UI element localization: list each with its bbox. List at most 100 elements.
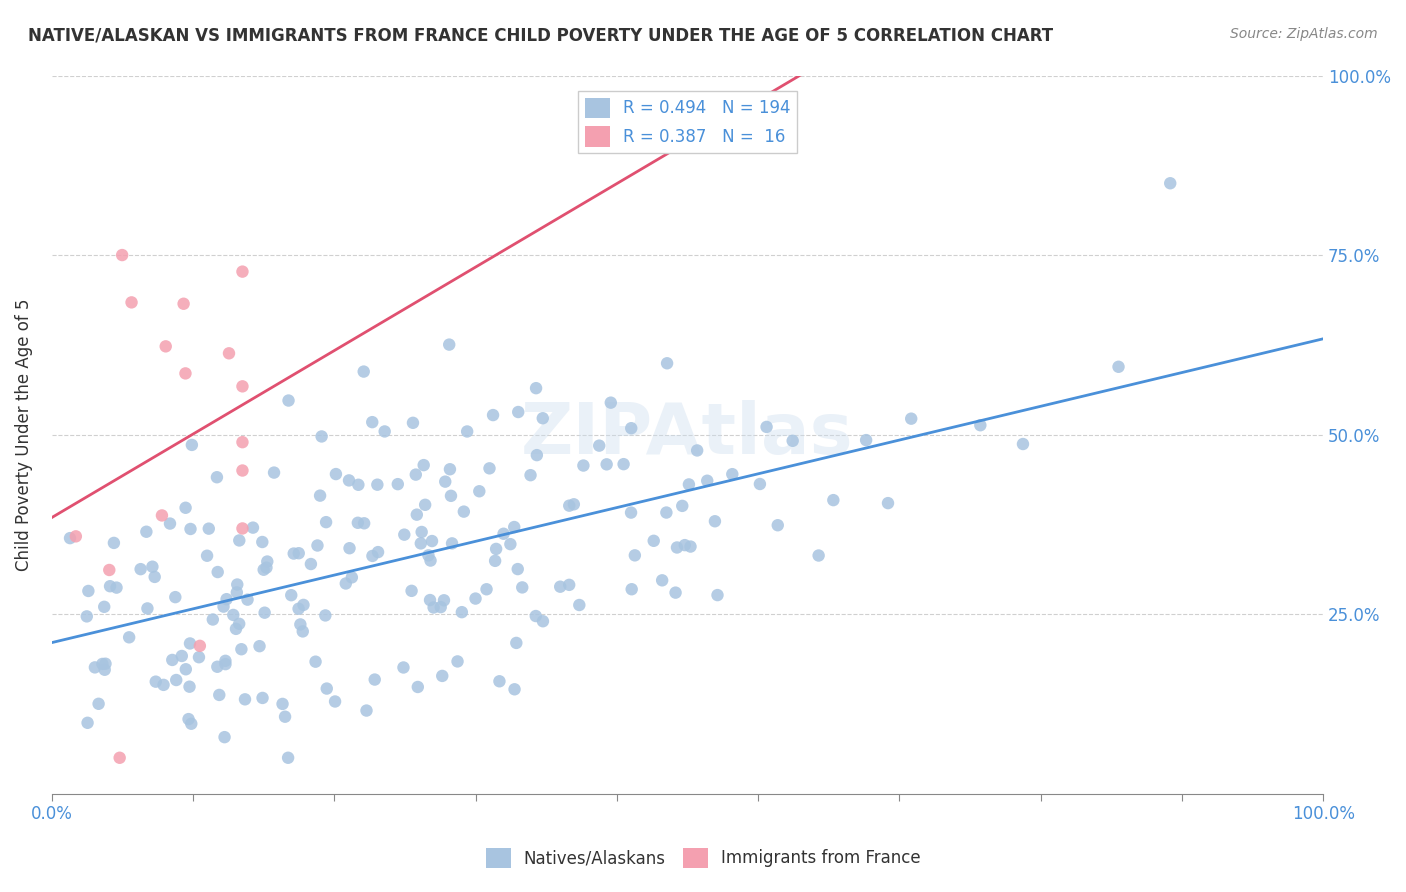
Point [503, 520, 526, 534]
Point [141, 559, 163, 574]
Point [76, 609, 98, 624]
Point [179, 680, 201, 694]
Point [347, 516, 370, 530]
Point [236, 592, 259, 607]
Point [76, 715, 98, 730]
Point [150, 508, 173, 523]
Point [263, 466, 285, 480]
Point [478, 461, 501, 475]
Point [311, 429, 333, 443]
Text: ZIPAtlas: ZIPAtlas [522, 401, 853, 469]
Point [413, 498, 436, 512]
Point [558, 499, 581, 513]
Point [664, 585, 686, 599]
Point [877, 496, 900, 510]
Point [207, 565, 229, 579]
Point [228, 616, 250, 631]
Legend: Natives/Alaskans, Immigrants from France: Natives/Alaskans, Immigrants from France [479, 841, 927, 875]
Point [188, 639, 211, 653]
Point [108, 751, 131, 765]
Point [419, 553, 441, 567]
Point [353, 516, 375, 531]
Point [174, 500, 197, 515]
Point [136, 601, 159, 615]
Point [748, 477, 770, 491]
Point [253, 563, 276, 577]
Point [367, 545, 389, 559]
Point [655, 356, 678, 370]
Point [249, 639, 271, 653]
Point [325, 467, 347, 481]
Point [212, 599, 235, 614]
Point [420, 534, 443, 549]
Point [485, 541, 508, 556]
Point [374, 425, 396, 439]
Point [231, 264, 253, 278]
Point [252, 535, 274, 549]
Point [361, 415, 384, 429]
Point [77, 584, 100, 599]
Point [429, 600, 451, 615]
Point [314, 608, 336, 623]
Point [225, 622, 247, 636]
Point [446, 655, 468, 669]
Point [177, 712, 200, 726]
Point [111, 248, 134, 262]
Point [364, 673, 387, 687]
Point [900, 411, 922, 425]
Point [671, 499, 693, 513]
Point [162, 653, 184, 667]
Point [231, 521, 253, 535]
Point [309, 489, 332, 503]
Point [254, 560, 277, 574]
Point [655, 506, 678, 520]
Y-axis label: Child Poverty Under the Age of 5: Child Poverty Under the Age of 5 [15, 298, 32, 571]
Point [94, 657, 117, 671]
Point [59, 531, 82, 545]
Point [620, 421, 643, 435]
Point [482, 408, 505, 422]
Point [87, 697, 110, 711]
Point [599, 395, 621, 409]
Point [686, 443, 709, 458]
Point [197, 522, 219, 536]
Point [433, 593, 456, 607]
Point [93, 663, 115, 677]
Point [252, 690, 274, 705]
Point [526, 448, 548, 462]
Point [291, 624, 314, 639]
Point [335, 576, 357, 591]
Point [145, 674, 167, 689]
Point [242, 521, 264, 535]
Point [174, 367, 197, 381]
Point [180, 438, 202, 452]
Point [1108, 359, 1130, 374]
Point [218, 346, 240, 360]
Point [91, 657, 114, 671]
Point [353, 365, 375, 379]
Point [118, 630, 141, 644]
Point [506, 562, 529, 576]
Point [620, 582, 643, 597]
Point [432, 669, 454, 683]
Point [93, 599, 115, 614]
Point [475, 582, 498, 597]
Point [418, 549, 440, 563]
Point [624, 549, 647, 563]
Point [256, 555, 278, 569]
Point [510, 581, 533, 595]
Point [277, 751, 299, 765]
Point [179, 636, 201, 650]
Point [673, 538, 696, 552]
Point [595, 458, 617, 472]
Point [666, 541, 689, 555]
Point [558, 578, 581, 592]
Point [524, 381, 547, 395]
Point [406, 680, 429, 694]
Point [613, 457, 636, 471]
Text: Source: ZipAtlas.com: Source: ZipAtlas.com [1230, 27, 1378, 41]
Point [215, 592, 238, 607]
Point [214, 657, 236, 672]
Point [519, 468, 541, 483]
Point [468, 484, 491, 499]
